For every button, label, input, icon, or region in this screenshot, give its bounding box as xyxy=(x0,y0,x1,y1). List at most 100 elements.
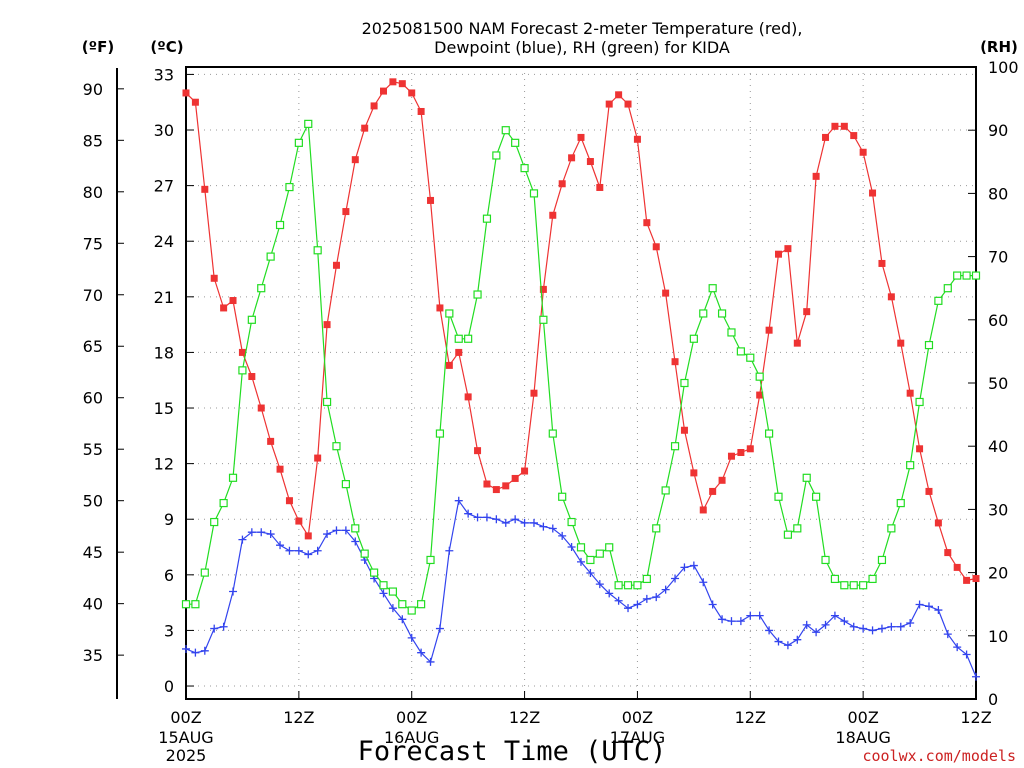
dewpoint-point xyxy=(802,620,811,629)
rh-point xyxy=(812,492,821,501)
temperature-point xyxy=(756,391,764,399)
rh-point xyxy=(266,252,275,261)
dewpoint-point xyxy=(680,563,689,572)
rh-point xyxy=(228,473,238,482)
rh-point xyxy=(398,600,407,609)
rh-point xyxy=(971,271,981,280)
temperature-point xyxy=(699,506,707,514)
rh-point xyxy=(238,366,247,375)
temperature-point xyxy=(944,549,952,557)
dewpoint-point xyxy=(793,635,802,644)
rh-point xyxy=(680,378,689,388)
dewpoint-point xyxy=(332,526,341,535)
dewpoint-point xyxy=(671,574,680,583)
celsius-tick-label: 21 xyxy=(154,288,174,307)
rh-point xyxy=(586,555,595,565)
dewpoint-point xyxy=(435,624,444,633)
time-tick-year-label: 2025 xyxy=(166,746,207,765)
rh-point xyxy=(962,271,971,280)
rh-point xyxy=(341,480,350,489)
dewpoint-point xyxy=(830,611,839,620)
dewpoint-point xyxy=(689,561,698,570)
rh-point xyxy=(567,517,576,527)
rh-point xyxy=(482,214,492,223)
fahrenheit-tick-label: 50 xyxy=(83,492,103,511)
dewpoint-point xyxy=(708,600,717,609)
rh-point xyxy=(529,189,539,198)
temperature-point xyxy=(963,576,971,584)
dewpoint-point xyxy=(210,624,219,633)
temperature-point xyxy=(615,91,623,99)
temperature-point xyxy=(812,172,820,180)
rh-point xyxy=(285,182,294,192)
rh-point xyxy=(257,284,266,293)
celsius-tick-label: 27 xyxy=(154,177,174,196)
rh-tick-label: 70 xyxy=(988,248,1008,267)
temperature-point xyxy=(436,304,444,312)
temperature-point xyxy=(276,465,284,473)
temperature-point xyxy=(220,304,228,312)
dewpoint-point xyxy=(642,594,651,603)
dewpoint-point xyxy=(539,522,548,531)
dewpoint-point xyxy=(238,535,247,544)
rh-point xyxy=(417,600,426,609)
dewpoint-point xyxy=(492,515,501,524)
dewpoint-point xyxy=(868,626,877,635)
dewpoint-point xyxy=(774,637,783,646)
temperature-point xyxy=(539,285,547,293)
rh-line xyxy=(186,121,976,612)
fahrenheit-unit-label: (ºF) xyxy=(82,38,114,56)
temperature-point xyxy=(445,361,453,369)
temperature-point xyxy=(746,445,754,453)
rh-point xyxy=(943,284,952,293)
temperature-point xyxy=(887,293,895,301)
temperature-point xyxy=(737,449,745,457)
dewpoint-point xyxy=(727,617,736,626)
grid-lines xyxy=(185,67,977,699)
rh-point xyxy=(633,581,642,590)
temperature-point xyxy=(793,339,801,347)
temperature-point xyxy=(671,358,679,366)
temperature-point xyxy=(492,486,500,494)
dewpoint-point xyxy=(624,604,633,613)
time-tick-label: 00Z xyxy=(847,708,878,727)
celsius-unit-label: (ºC) xyxy=(150,38,183,56)
temperature-point xyxy=(417,107,425,115)
rh-point xyxy=(407,606,416,615)
dewpoint-point xyxy=(746,611,755,620)
rh-point xyxy=(840,581,849,590)
temperature-series xyxy=(182,78,980,584)
dewpoint-point xyxy=(341,526,350,535)
rh-series xyxy=(181,119,981,615)
temperature-point xyxy=(521,467,529,475)
rh-point xyxy=(332,442,341,451)
dewpoint-point xyxy=(229,587,238,596)
rh-point xyxy=(464,334,473,343)
dewpoint-point xyxy=(323,530,332,539)
fahrenheit-tick-label: 85 xyxy=(83,131,103,150)
temperature-point xyxy=(803,308,811,316)
rh-point xyxy=(821,555,830,565)
rh-point xyxy=(953,271,962,280)
rh-point xyxy=(511,138,520,147)
dewpoint-point xyxy=(718,615,727,624)
time-tick-label: 00Z xyxy=(170,708,201,727)
dewpoint-point xyxy=(482,513,491,522)
dewpoint-point xyxy=(736,617,745,626)
dewpoint-point xyxy=(812,628,821,637)
temperature-point xyxy=(267,437,275,445)
dewpoint-point xyxy=(351,537,360,546)
rh-point xyxy=(689,334,698,343)
dewpoint-point xyxy=(962,650,971,659)
celsius-tick-label: 0 xyxy=(164,677,174,696)
dewpoint-point xyxy=(266,530,275,539)
dewpoint-point xyxy=(257,528,266,537)
dewpoint-point xyxy=(595,580,604,589)
dewpoint-point xyxy=(520,518,529,527)
rh-tick-label: 30 xyxy=(988,500,1008,519)
temperature-point xyxy=(775,250,782,258)
rh-point xyxy=(896,498,905,508)
temperature-point xyxy=(784,245,792,253)
dewpoint-point xyxy=(821,620,830,629)
